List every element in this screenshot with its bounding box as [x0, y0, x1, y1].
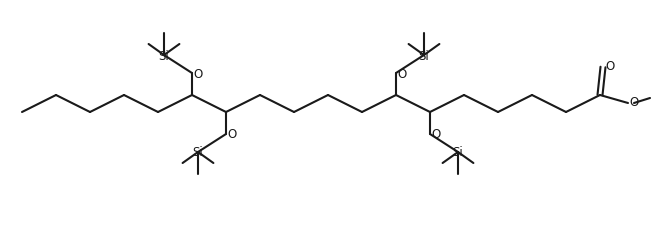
Text: O: O	[629, 96, 638, 109]
Text: Si: Si	[193, 146, 203, 159]
Text: O: O	[432, 128, 441, 141]
Text: Si: Si	[419, 49, 430, 62]
Text: O: O	[398, 67, 406, 80]
Text: O: O	[605, 59, 614, 72]
Text: Si: Si	[159, 49, 170, 62]
Text: Si: Si	[453, 146, 464, 159]
Text: O: O	[194, 67, 203, 80]
Text: O: O	[227, 128, 237, 141]
